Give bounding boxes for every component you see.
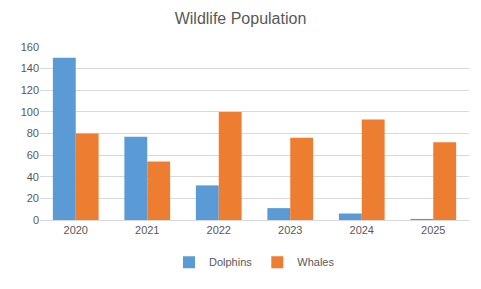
svg-text:2021: 2021 (135, 224, 159, 236)
svg-text:2020: 2020 (64, 224, 88, 236)
svg-text:0: 0 (33, 214, 39, 226)
svg-text:100: 100 (21, 106, 39, 118)
svg-text:40: 40 (27, 171, 39, 183)
svg-text:2023: 2023 (278, 224, 302, 236)
svg-text:Dolphins: Dolphins (209, 256, 252, 268)
svg-text:80: 80 (27, 127, 39, 139)
svg-text:2025: 2025 (421, 224, 445, 236)
svg-text:120: 120 (21, 84, 39, 96)
svg-text:2022: 2022 (207, 224, 231, 236)
svg-text:Wildlife Population: Wildlife Population (175, 10, 307, 27)
svg-text:Whales: Whales (297, 256, 334, 268)
svg-text:60: 60 (27, 149, 39, 161)
svg-text:20: 20 (27, 192, 39, 204)
svg-text:140: 140 (21, 62, 39, 74)
svg-text:160: 160 (21, 41, 39, 53)
svg-text:2024: 2024 (350, 224, 374, 236)
